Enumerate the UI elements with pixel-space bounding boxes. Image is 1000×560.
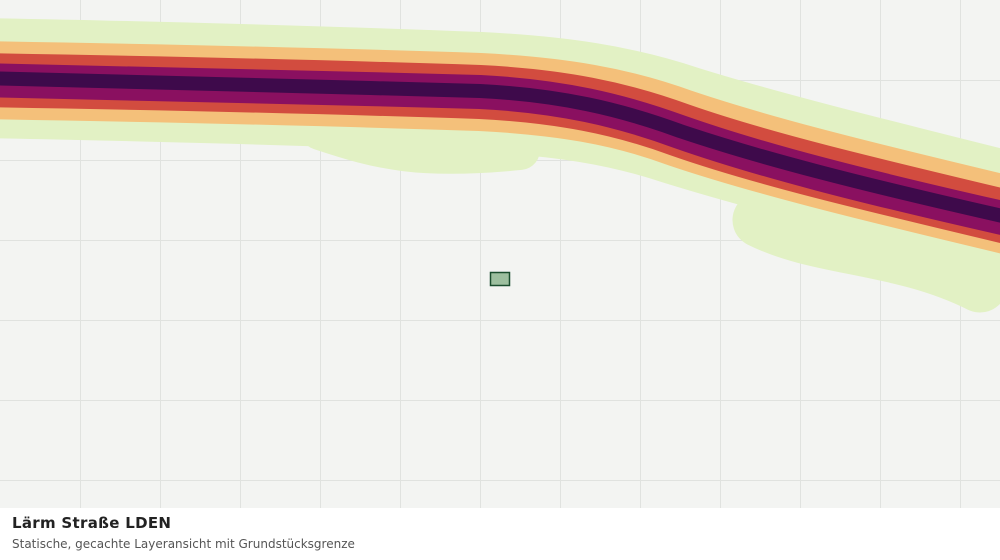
map xyxy=(0,0,1000,508)
noise-band-low xyxy=(732,192,1000,313)
noise-band-low xyxy=(300,110,540,174)
noise-layer xyxy=(0,18,1000,313)
footer: Lärm Straße LDEN Statische, gecachte Lay… xyxy=(0,508,1000,560)
map-title: Lärm Straße LDEN xyxy=(12,514,172,532)
map-subtitle: Statische, gecachte Layeransicht mit Gru… xyxy=(12,537,355,551)
parcel-boundary[interactable] xyxy=(489,271,511,287)
noise-band-extreme xyxy=(0,71,1000,223)
